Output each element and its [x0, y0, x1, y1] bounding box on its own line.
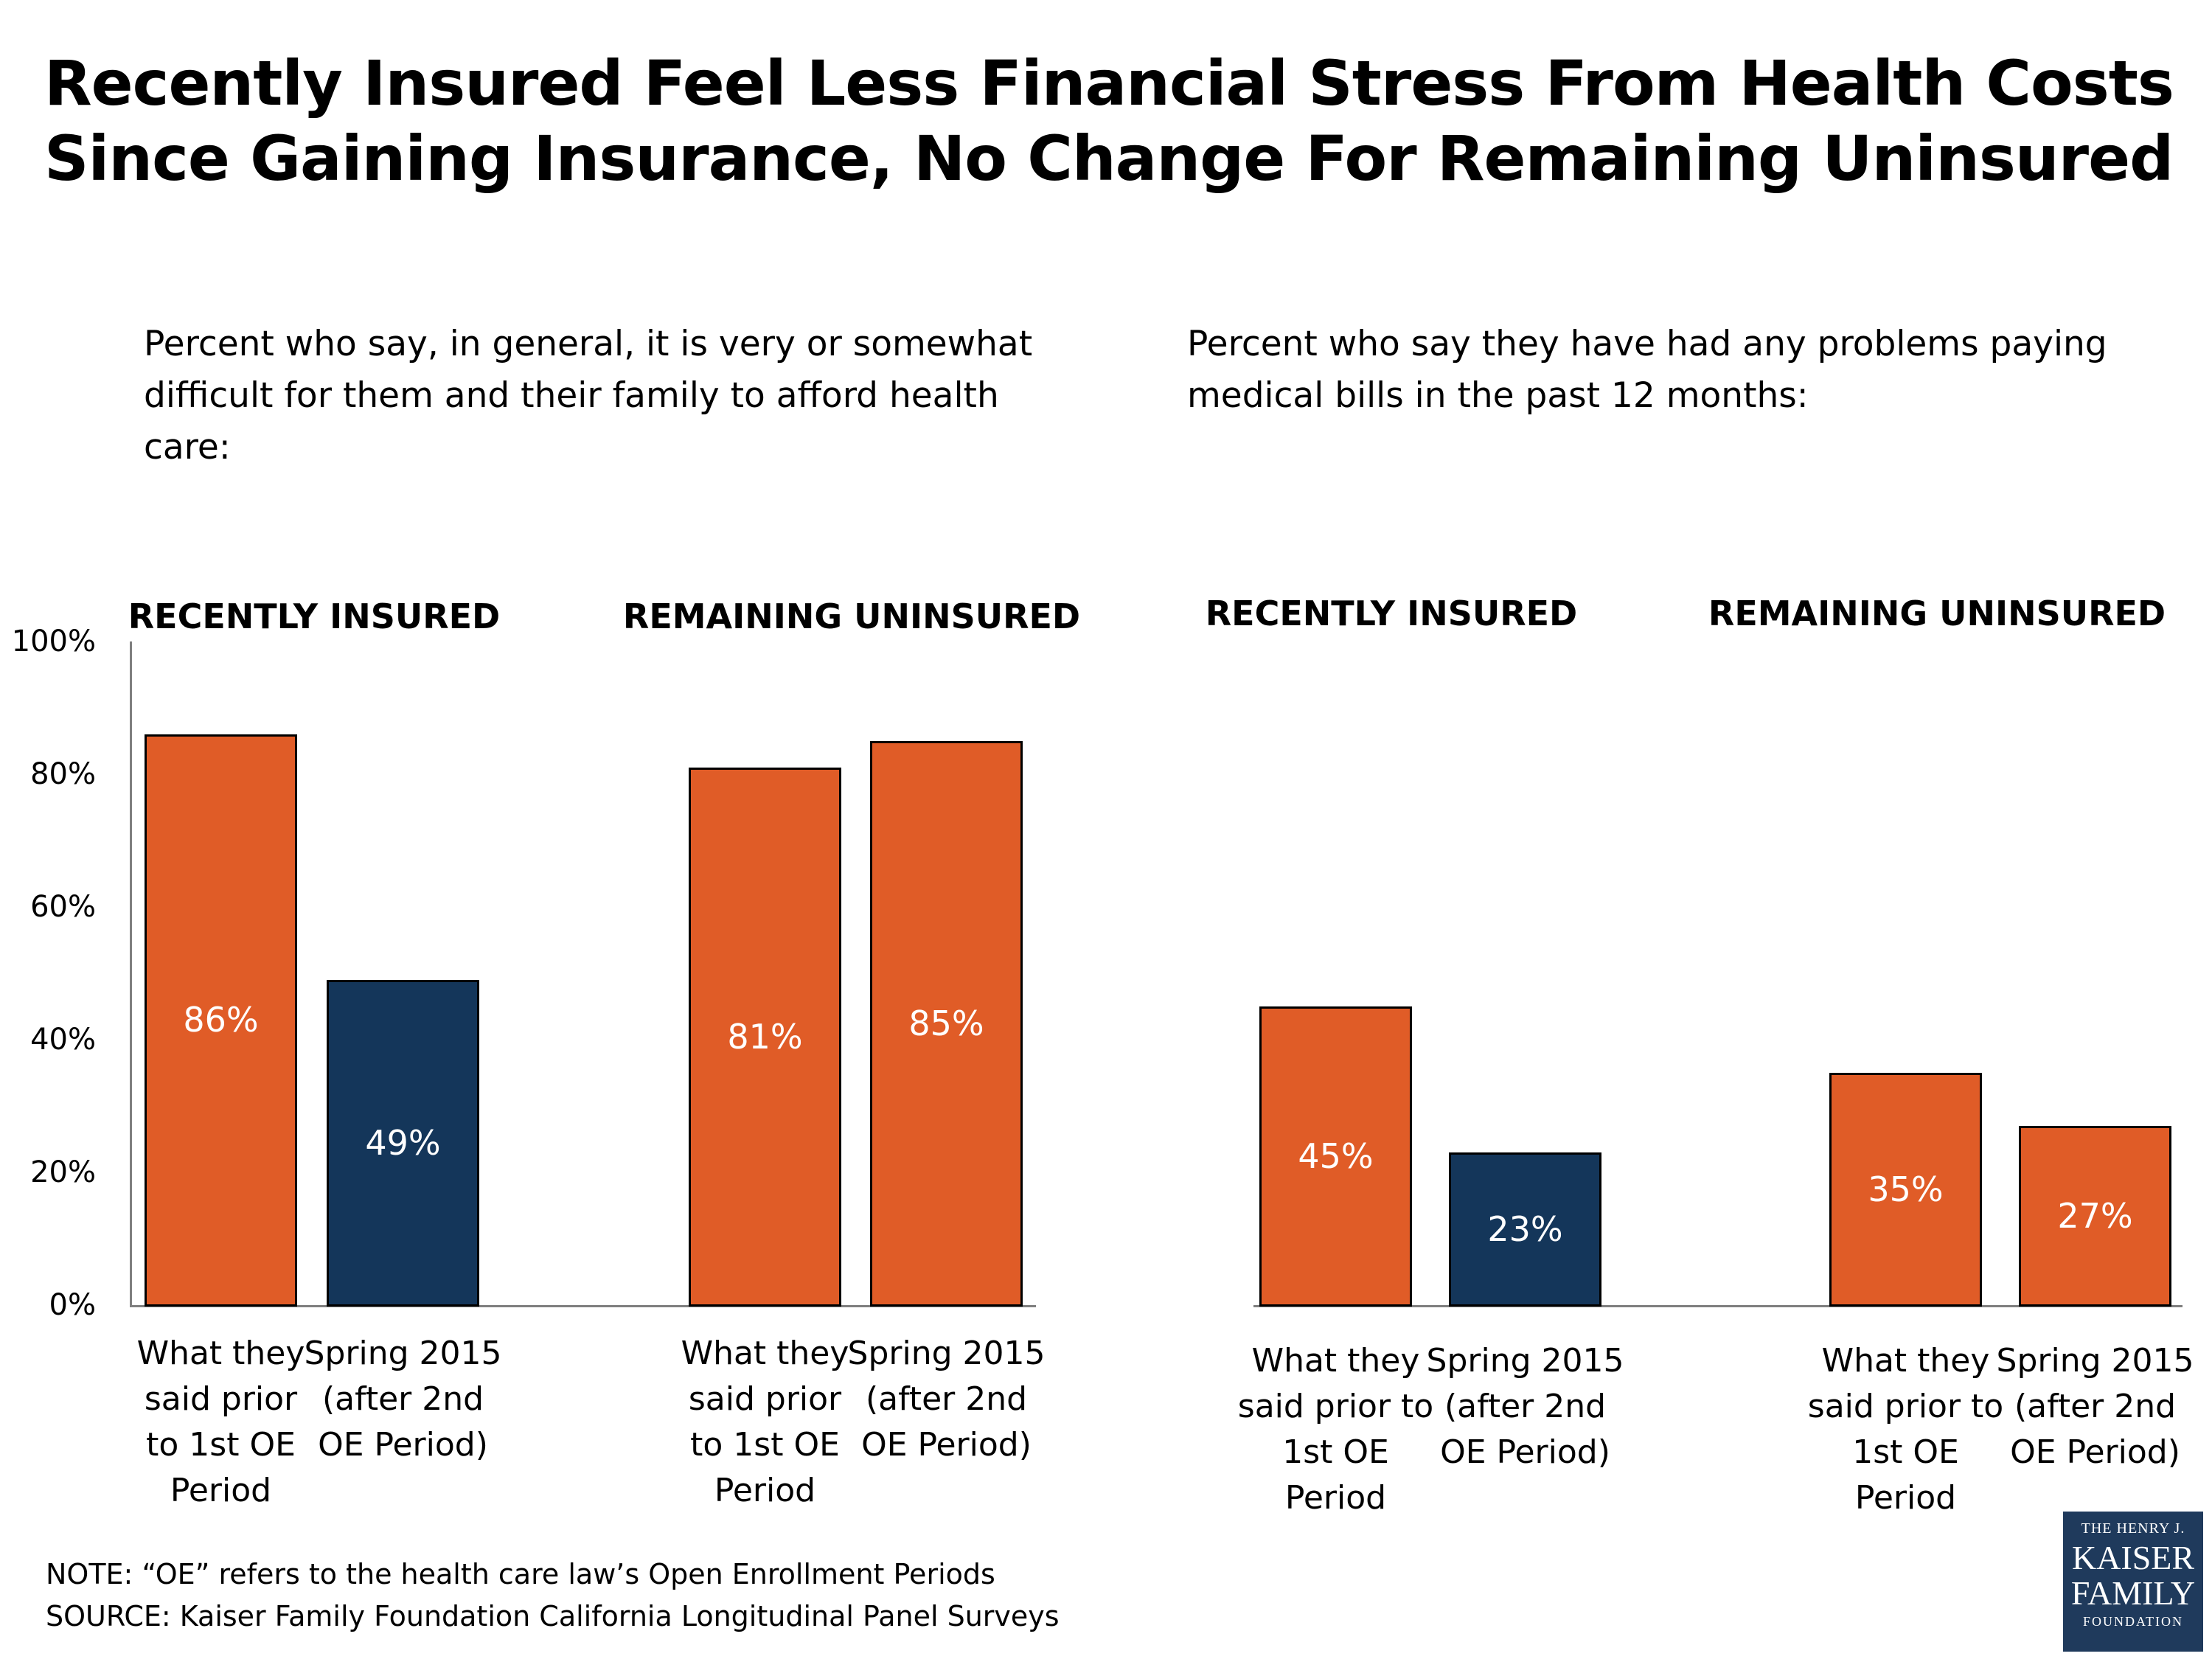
left-y-tick-label: 0% [49, 1288, 96, 1322]
left-y-tick-label: 80% [30, 757, 96, 791]
right-bar-value-label: 35% [1868, 1169, 1944, 1209]
left-bar [870, 741, 1023, 1307]
left-x-axis [130, 1305, 1036, 1307]
left-bar [145, 734, 297, 1307]
logo-line-2: KAISER [2071, 1539, 2195, 1576]
kff-logo: THE HENRY J. KAISER FAMILY FOUNDATION [2063, 1512, 2203, 1652]
right-bar-value-label: 23% [1487, 1208, 1563, 1249]
logo-line-3: FAMILY [2070, 1574, 2196, 1612]
left-bar-value-label: 49% [365, 1122, 441, 1163]
right-bar-value-label: 45% [1298, 1135, 1374, 1176]
logo-line-1: THE HENRY J. [2081, 1520, 2185, 1537]
left-group-title: REMAINING UNINSURED [622, 597, 1081, 636]
right-category-label: Spring 2015 (after 2nd OE Period) [1996, 1342, 2194, 1471]
left-category-label: What they said prior to 1st OE Period [681, 1335, 849, 1509]
right-category-label: What they said prior to 1st OE Period [1807, 1342, 2004, 1517]
right-category-label: Spring 2015 (after 2nd OE Period) [1426, 1342, 1624, 1471]
right-bar [1259, 1006, 1412, 1307]
note-text: NOTE: “OE” refers to the health care law… [46, 1558, 995, 1590]
logo-line-4: FOUNDATION [2083, 1614, 2183, 1629]
left-category-label: What they said prior to 1st OE Period [136, 1335, 305, 1509]
left-category-label: Spring 2015 (after 2nd OE Period) [847, 1335, 1046, 1464]
right-bar-value-label: 27% [2057, 1195, 2133, 1236]
right-bar [1449, 1152, 1601, 1307]
left-y-tick-label: 40% [30, 1023, 96, 1057]
left-bar-value-label: 86% [183, 1000, 259, 1040]
page-title: Recently Insured Feel Less Financial Str… [44, 47, 2174, 195]
left-group-title: RECENTLY INSURED [128, 597, 501, 636]
left-bar-value-label: 85% [908, 1003, 984, 1043]
left-y-tick-label: 100% [11, 625, 96, 658]
right-bar [1829, 1073, 1982, 1307]
left-bar [689, 768, 841, 1307]
left-y-tick-label: 60% [30, 890, 96, 924]
left-category-label: Spring 2015 (after 2nd OE Period) [304, 1335, 502, 1464]
left-chart-subtitle: Percent who say, in general, it is very … [144, 324, 1033, 467]
left-y-tick-label: 20% [30, 1155, 96, 1189]
right-chart-subtitle: Percent who say they have had any proble… [1187, 324, 2107, 416]
left-bar [327, 980, 479, 1307]
right-group-title: REMAINING UNINSURED [1708, 594, 2166, 633]
right-x-axis [1253, 1305, 2183, 1307]
right-category-label: What they said prior to 1st OE Period [1237, 1342, 1434, 1517]
left-y-axis [130, 641, 132, 1307]
source-text: SOURCE: Kaiser Family Foundation Califor… [46, 1600, 1060, 1632]
right-group-title: RECENTLY INSURED [1205, 594, 1578, 633]
left-bar-value-label: 81% [727, 1016, 803, 1057]
right-bar [2019, 1126, 2171, 1307]
